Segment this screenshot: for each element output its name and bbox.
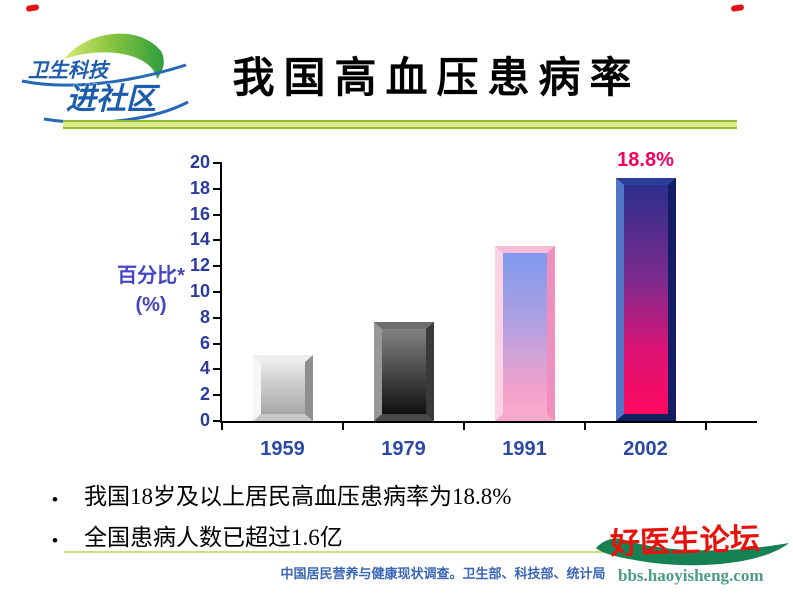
bar-1991 <box>494 246 555 421</box>
x-category-label: 1959 <box>260 438 305 460</box>
bullet-text: 我国18岁及以上居民高血压患病率为18.8% <box>84 484 512 509</box>
y-axis-title-line1: 百分比* <box>117 265 185 287</box>
y-tick <box>213 342 220 345</box>
y-tick <box>213 187 220 190</box>
bullet-item: • 我国18岁及以上居民高血压患病率为18.8% <box>52 482 757 515</box>
y-tick <box>213 213 220 216</box>
bullet-item: • 全国患病人数已超过1.6亿 <box>52 523 757 556</box>
bar-1959 <box>252 355 313 421</box>
y-tick <box>213 291 220 293</box>
y-axis-title: 百分比* (%) <box>98 262 204 320</box>
y-tick-label: 2 <box>199 384 210 405</box>
y-tick <box>213 420 220 422</box>
y-axis-title-line2: (%) <box>135 294 167 316</box>
y-tick-label: 16 <box>189 203 210 224</box>
health-community-logo: 卫生科技 进社区 <box>21 33 189 124</box>
bar-1979 <box>373 322 434 421</box>
bar-2002 <box>615 178 676 421</box>
x-tick <box>705 423 707 430</box>
x-tick <box>584 423 586 430</box>
footer-credit: 中国居民营养与健康现状调查。卫生部、科技部、统计局 <box>280 566 606 581</box>
bullet-text: 全国患病人数已超过1.6亿 <box>84 525 343 550</box>
y-tick <box>213 316 220 319</box>
y-tick-label: 20 <box>189 152 210 172</box>
bullet-dot: • <box>52 490 58 509</box>
y-tick <box>213 162 220 164</box>
y-tick-label: 14 <box>189 229 210 250</box>
title-divider <box>63 120 737 129</box>
x-tick <box>463 423 465 430</box>
logo-line2: 进社区 <box>66 83 161 116</box>
logo-line1: 卫生科技 <box>28 59 111 82</box>
y-tick <box>213 239 220 242</box>
y-tick <box>213 265 220 268</box>
y-tick <box>213 368 220 371</box>
y-tick-label: 0 <box>199 410 210 430</box>
y-tick <box>213 394 220 397</box>
bar-value-label: 18.8% <box>617 149 674 171</box>
y-tick-label: 18 <box>189 177 210 198</box>
y-tick-label: 12 <box>189 255 210 276</box>
forum-url: bbs.haoyisheng.com <box>618 566 763 585</box>
x-axis-line <box>220 421 757 423</box>
wave-stroke-icon <box>21 63 187 87</box>
page-title: 我国高血压患病率 <box>232 56 641 102</box>
brush-swoosh-icon <box>596 538 789 566</box>
x-category-label: 2002 <box>623 438 668 460</box>
y-tick-label: 10 <box>189 281 210 301</box>
forum-name: 好医生论坛 <box>608 523 760 561</box>
y-tick-label: 8 <box>199 306 210 327</box>
bullet-list: • 我国18岁及以上居民高血压患病率为18.8% • 全国患病人数已超过1.6亿 <box>52 482 757 564</box>
x-tick <box>342 423 344 430</box>
haoyisheng-logo: 好医生论坛 bbs.haoyisheng.com <box>596 523 789 585</box>
y-tick-label: 6 <box>199 332 210 353</box>
footer-divider <box>64 551 738 553</box>
y-axis-line <box>220 162 222 423</box>
y-tick-label: 4 <box>199 358 210 379</box>
x-tick <box>221 423 223 430</box>
leaf-swoosh-icon <box>64 33 164 79</box>
x-category-label: 1991 <box>502 438 547 460</box>
x-category-label: 1979 <box>381 438 426 460</box>
bullet-dot: • <box>52 531 58 550</box>
